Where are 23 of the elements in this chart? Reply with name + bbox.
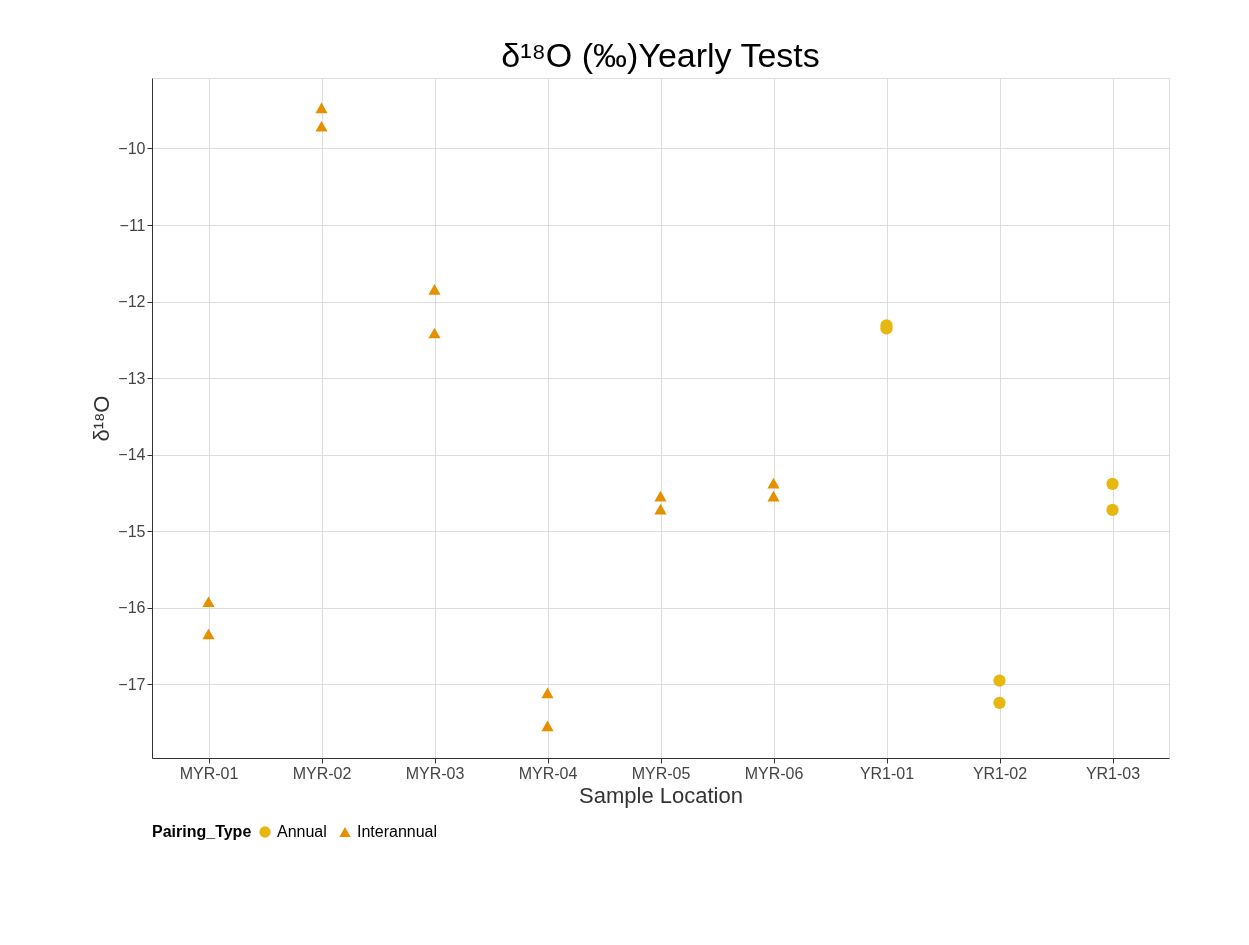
y-tick-label: −14 xyxy=(118,446,146,464)
x-tick-label: MYR-04 xyxy=(518,764,578,782)
x-tick-label: MYR-02 xyxy=(292,764,352,782)
x-tick-label: MYR-01 xyxy=(179,764,239,782)
y-tick-label: −11 xyxy=(119,216,146,234)
legend-label: Interannual xyxy=(357,823,438,840)
y-tick-label: −16 xyxy=(118,599,146,617)
y-tick-label: −13 xyxy=(118,369,146,387)
y-tick-label: −12 xyxy=(118,293,146,311)
chart-title: δ¹⁸O (‰)Yearly Tests xyxy=(501,36,820,74)
y-tick-label: −17 xyxy=(118,675,146,693)
x-tick-label: MYR-03 xyxy=(405,764,465,782)
legend-title: Pairing_Type xyxy=(152,823,252,840)
x-tick-label: YR1-02 xyxy=(972,764,1028,782)
y-axis-title: δ¹⁸O xyxy=(89,395,115,442)
y-tick-label: −10 xyxy=(118,139,146,157)
x-axis-title: Sample Location xyxy=(579,782,743,808)
y-tick-label: −15 xyxy=(118,522,146,540)
x-tick-label: MYR-05 xyxy=(631,764,691,782)
x-tick-label: MYR-06 xyxy=(744,764,804,782)
x-tick-label: YR1-03 xyxy=(1085,764,1141,782)
x-tick-label: YR1-01 xyxy=(859,764,915,782)
legend-label: Annual xyxy=(277,823,327,840)
